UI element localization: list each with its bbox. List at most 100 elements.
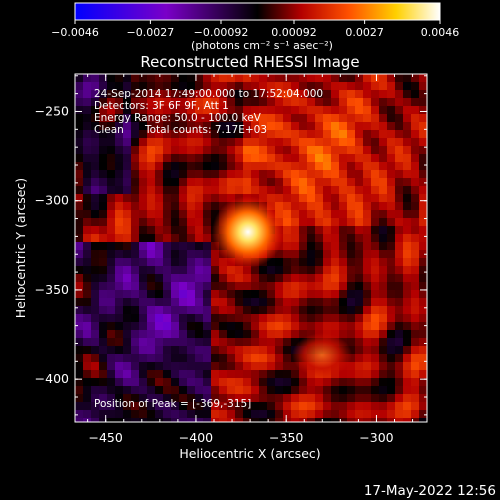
heatmap-cell [267, 330, 275, 338]
heatmap-cell [315, 74, 323, 82]
heatmap-cell [179, 290, 187, 298]
heatmap-cell [179, 314, 187, 322]
heatmap-cell [291, 402, 299, 410]
heatmap-cell [155, 90, 163, 98]
heatmap-cell [163, 362, 171, 370]
heatmap-cell [155, 378, 163, 386]
heatmap-cell [395, 362, 403, 370]
heatmap-cell [331, 90, 339, 98]
heatmap-cell [259, 306, 267, 314]
heatmap-cell [387, 418, 395, 422]
heatmap-cell [235, 146, 243, 154]
heatmap-cell [243, 106, 251, 114]
heatmap-cell [91, 178, 99, 186]
heatmap-cell [99, 162, 107, 170]
heatmap-cell [163, 234, 171, 242]
heatmap-cell [403, 162, 411, 170]
heatmap-cell [147, 82, 155, 90]
heatmap-cell [403, 338, 411, 346]
heatmap-cell [291, 242, 299, 250]
heatmap-cell [355, 234, 363, 242]
heatmap-cell [275, 154, 283, 162]
heatmap-cell [107, 418, 115, 422]
heatmap-cell [171, 178, 179, 186]
heatmap-cell [275, 258, 283, 266]
heatmap-cell [251, 330, 259, 338]
heatmap-cell [283, 90, 291, 98]
heatmap-cell [187, 74, 195, 82]
heatmap-cell [123, 346, 131, 354]
heatmap-cell [331, 146, 339, 154]
heatmap-cell [347, 378, 355, 386]
heatmap-cell [115, 170, 123, 178]
heatmap-cell [163, 322, 171, 330]
heatmap-cell [139, 82, 147, 90]
heatmap-cell [251, 402, 259, 410]
heatmap-cell [363, 290, 371, 298]
heatmap-cell [115, 330, 123, 338]
heatmap-cell [163, 402, 171, 410]
heatmap-cell [75, 162, 83, 170]
heatmap-cell [387, 386, 395, 394]
heatmap-cell [387, 282, 395, 290]
heatmap-cell [195, 154, 203, 162]
heatmap-cell [187, 106, 195, 114]
heatmap-cell [131, 394, 139, 402]
heatmap-cell [131, 194, 139, 202]
heatmap-cell [259, 338, 267, 346]
heatmap-cell [331, 210, 339, 218]
heatmap-cell [243, 378, 251, 386]
heatmap-cell [163, 218, 171, 226]
heatmap-cell [323, 282, 331, 290]
heatmap-cell [395, 90, 403, 98]
heatmap-cell [139, 322, 147, 330]
heatmap-cell [83, 242, 91, 250]
heatmap-cell [195, 138, 203, 146]
heatmap-cell [99, 74, 107, 82]
heatmap-cell [339, 210, 347, 218]
heatmap-cell [203, 306, 211, 314]
heatmap-cell [195, 226, 203, 234]
heatmap-cell [203, 370, 211, 378]
x-tick-label: −350 [269, 430, 303, 445]
heatmap-cell [147, 74, 155, 82]
heatmap-cell [403, 418, 411, 422]
heatmap-cell [235, 130, 243, 138]
heatmap-cell [147, 226, 155, 234]
heatmap-cell [379, 178, 387, 186]
heatmap-cell [339, 298, 347, 306]
heatmap-cell [179, 162, 187, 170]
heatmap-cell [283, 186, 291, 194]
heatmap-cell [115, 114, 123, 122]
heatmap-cell [267, 290, 275, 298]
heatmap-cell [267, 370, 275, 378]
heatmap-cell [275, 338, 283, 346]
heatmap-cell [203, 202, 211, 210]
heatmap-cell [371, 234, 379, 242]
heatmap-cell [331, 98, 339, 106]
heatmap-cell [275, 394, 283, 402]
heatmap-cell [419, 122, 427, 130]
heatmap-cell [203, 298, 211, 306]
heatmap-cell [75, 394, 83, 402]
heatmap-cell [219, 402, 227, 410]
heatmap-cell [267, 402, 275, 410]
heatmap-cell [291, 266, 299, 274]
heatmap-cell [83, 418, 91, 422]
heatmap-cell [315, 98, 323, 106]
heatmap-cell [275, 250, 283, 258]
heatmap-cell [395, 218, 403, 226]
heatmap-cell [227, 306, 235, 314]
heatmap-cell [315, 82, 323, 90]
heatmap-cell [371, 370, 379, 378]
heatmap-cell [131, 266, 139, 274]
heatmap-cell [371, 122, 379, 130]
heatmap-cell [123, 354, 131, 362]
heatmap-cell [411, 370, 419, 378]
heatmap-cell [211, 122, 219, 130]
heatmap-cell [403, 122, 411, 130]
heatmap-cell [139, 130, 147, 138]
heatmap-cell [291, 138, 299, 146]
heatmap-cell [299, 82, 307, 90]
heatmap-cell [107, 394, 115, 402]
